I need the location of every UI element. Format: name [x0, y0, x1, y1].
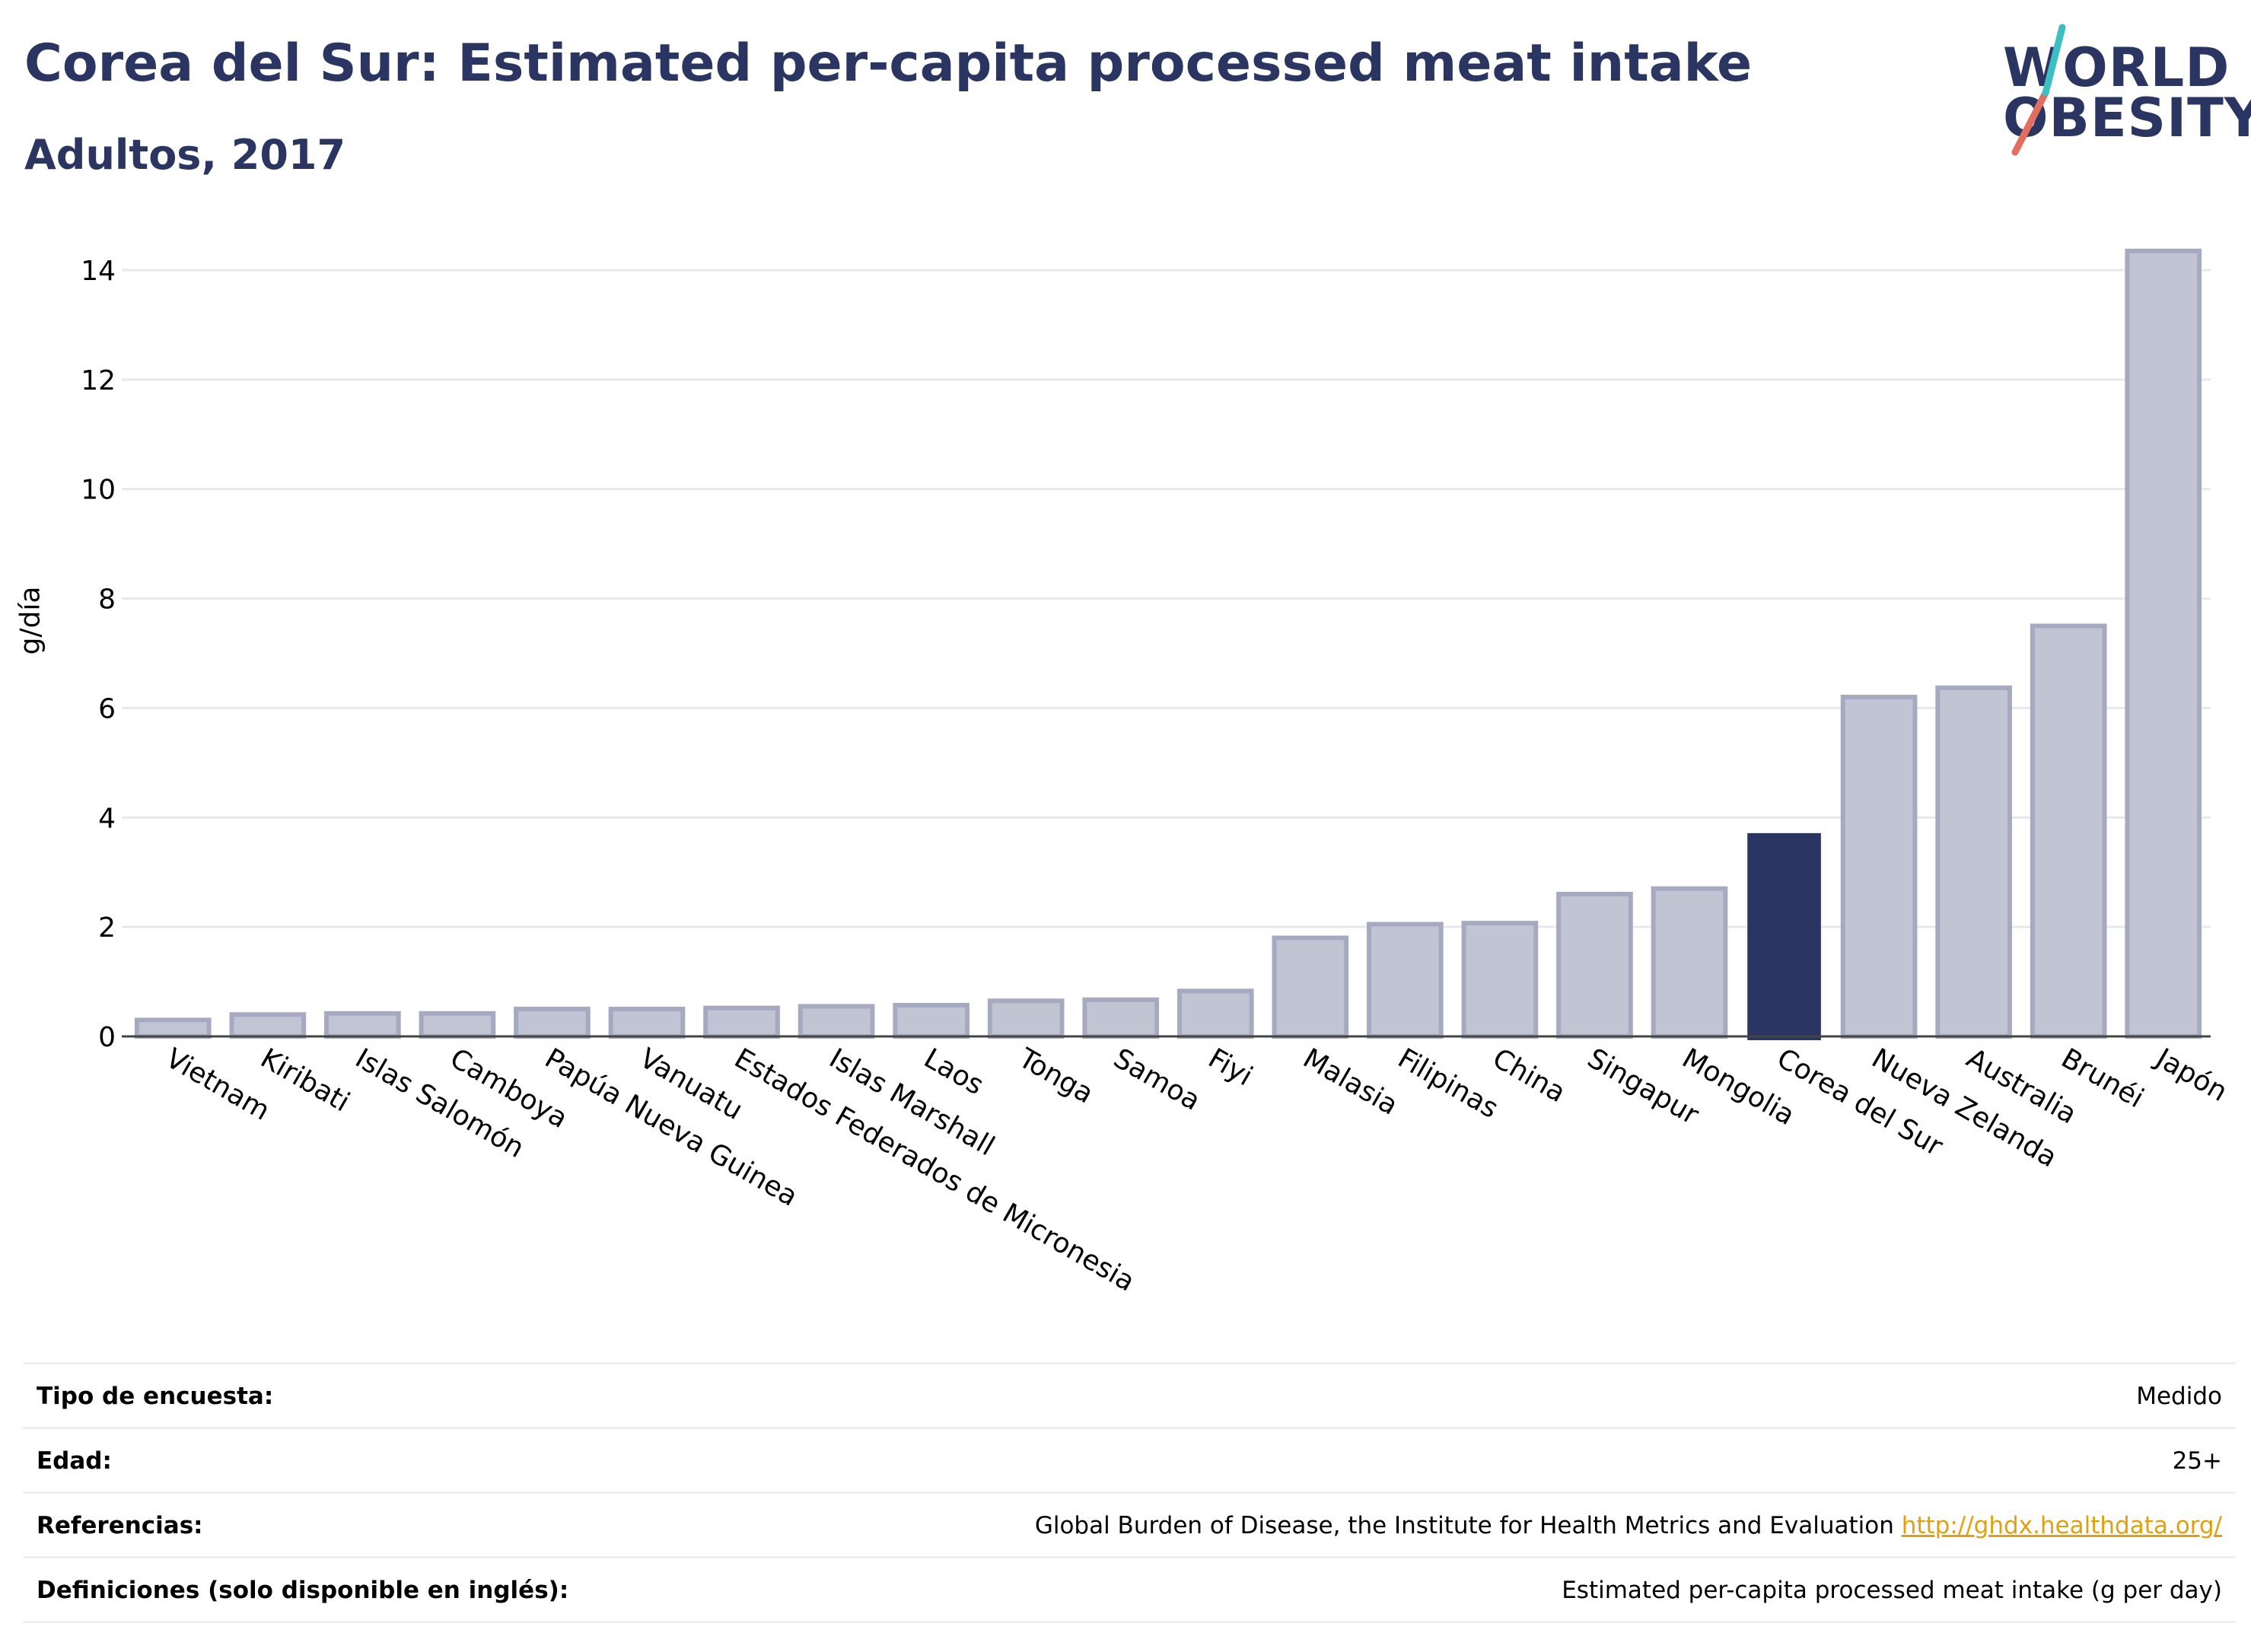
chart-title: Corea del Sur: Estimated per-capita proc… — [24, 33, 1753, 94]
meta-value-age: 25+ — [2172, 1447, 2222, 1475]
bar — [703, 1005, 780, 1039]
x-tick-label: Fiyi — [1203, 1042, 1258, 1092]
chart-subtitle: Adultos, 2017 — [24, 131, 346, 179]
x-tick-label: Vietnam — [161, 1042, 275, 1127]
bar — [1556, 891, 1633, 1039]
bar — [1651, 886, 1728, 1039]
y-tick-label: 4 — [98, 803, 116, 834]
bar — [987, 998, 1065, 1039]
bar — [229, 1012, 307, 1039]
bar — [1935, 685, 2012, 1039]
y-tick-label: 0 — [98, 1022, 116, 1053]
y-tick-label: 6 — [98, 693, 116, 724]
meta-value-survey-type: Medido — [2136, 1383, 2222, 1410]
meta-label-definitions: Definiciones (solo disponible en inglés)… — [37, 1577, 569, 1604]
meta-row-survey-type: Tipo de encuesta: Medido — [23, 1362, 2236, 1427]
meta-row-age: Edad: 25+ — [23, 1427, 2236, 1491]
bar — [1272, 935, 1349, 1039]
bar — [1367, 921, 1444, 1039]
x-tick-label: Samoa — [1108, 1042, 1205, 1117]
bar — [608, 1007, 686, 1039]
bar — [2125, 248, 2202, 1039]
bar — [514, 1007, 591, 1039]
bar — [419, 1011, 496, 1039]
y-tick-label: 12 — [81, 365, 116, 396]
bar — [1840, 695, 1918, 1039]
x-tick-label: Japón — [2149, 1042, 2232, 1108]
meta-value-definitions: Estimated per-capita processed meat inta… — [1562, 1577, 2222, 1604]
bar — [134, 1017, 212, 1039]
bar — [893, 1003, 969, 1039]
meta-row-references: Referencias: Global Burden of Disease, t… — [23, 1491, 2236, 1556]
meta-label-references: Referencias: — [37, 1512, 203, 1539]
references-text: Global Burden of Disease, the Institute … — [1034, 1512, 1902, 1539]
world-obesity-logo: WORLD OBESITY — [1963, 23, 2251, 160]
meta-label-survey-type: Tipo de encuesta: — [37, 1383, 274, 1410]
bar — [1082, 997, 1160, 1039]
x-tick-label: Laos — [919, 1042, 989, 1101]
meta-value-references: Global Burden of Disease, the Institute … — [1035, 1512, 2222, 1539]
x-tick-label: Filipinas — [1393, 1042, 1504, 1125]
bar — [2030, 623, 2107, 1039]
references-link[interactable]: http://ghdx.healthdata.org/ — [1901, 1512, 2222, 1539]
x-tick-label: Tonga — [1013, 1042, 1099, 1110]
x-tick-label: Islas Salomón — [350, 1042, 530, 1164]
logo-slash-icon — [2011, 24, 2066, 156]
bar — [1176, 988, 1254, 1039]
y-tick-label: 14 — [81, 256, 116, 287]
meta-label-age: Edad: — [37, 1447, 112, 1475]
meta-row-definitions: Definiciones (solo disponible en inglés)… — [23, 1556, 2236, 1623]
bar — [1461, 921, 1539, 1039]
y-tick-label: 10 — [81, 475, 116, 506]
logo-text-world: WORLD — [2003, 37, 2230, 99]
bar — [1747, 832, 1821, 1040]
y-tick-label: 8 — [98, 584, 116, 616]
y-tick-label: 2 — [98, 912, 116, 944]
bar — [798, 1004, 875, 1039]
x-tick-label: Malasia — [1297, 1042, 1402, 1122]
metadata-table: Tipo de encuesta: Medido Edad: 25+ Refer… — [23, 1362, 2236, 1623]
bar — [324, 1011, 401, 1039]
x-tick-label: Corea del Sur — [1772, 1042, 1948, 1162]
